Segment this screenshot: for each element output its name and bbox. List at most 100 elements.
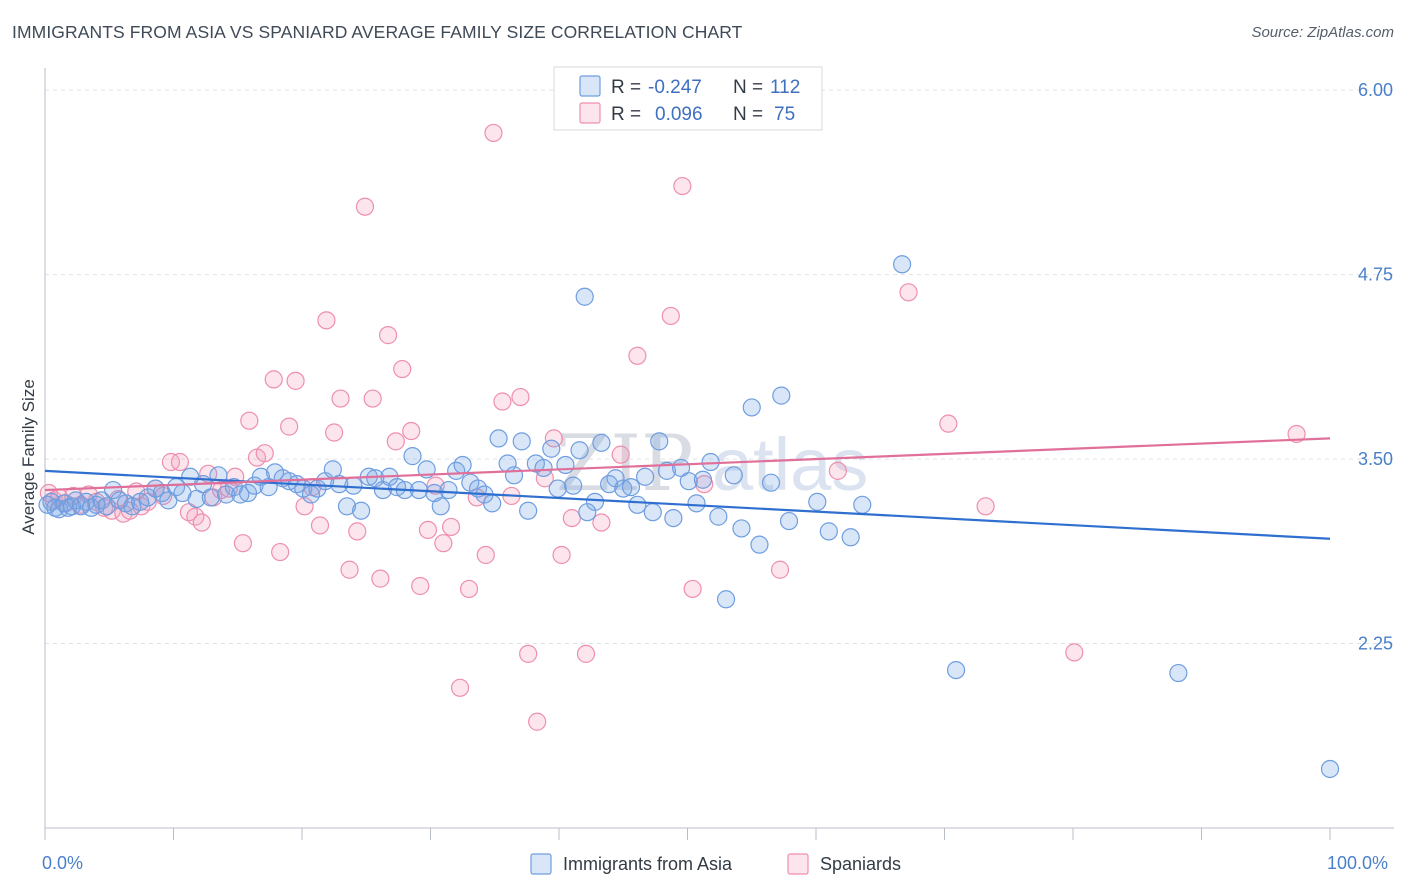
asia-point [693,470,713,489]
spaniards-point [511,387,530,407]
spaniards-point [363,389,382,408]
spaniards-point [418,520,438,540]
asia-point [330,475,349,494]
asia-point [504,466,524,485]
legend-r-value-asia: -0.247 [648,77,702,98]
asia-point [657,461,677,480]
asia-point [575,287,594,306]
spaniards-point [411,576,430,596]
spaniards-point [1287,424,1306,444]
spaniards-point [476,545,495,565]
spaniards-point [576,644,596,663]
asia-point [892,255,912,274]
spaniards-point [402,421,421,441]
asia-point [564,476,583,495]
asia-point [614,479,633,498]
asia-point [772,386,791,405]
trend-lines [44,437,1331,540]
asia-point [344,476,363,495]
spaniards-point [628,346,647,365]
spaniards-point [331,389,350,408]
legend-n-label-asia: N = [733,77,763,98]
x-tick-label-min: 0.0% [42,853,83,873]
legend-r-label-asia: R = [611,77,641,98]
spaniards-point [544,429,563,448]
asia-point [238,483,258,503]
asia-point [217,485,236,504]
asia-point [761,473,781,492]
asia-point [77,492,96,511]
stats-legend-box [553,66,823,131]
spaniards-point [192,513,211,532]
spaniards-point [441,517,461,537]
asia-point [592,433,611,452]
spaniards-point [528,712,547,731]
spaniards-point [611,445,630,464]
y-tick-label: 6.00 [1358,80,1393,100]
spaniards-point [286,371,305,390]
spaniards-point [484,123,503,143]
y-tick-label: 2.25 [1358,634,1393,654]
spaniards-point [899,283,918,302]
spaniards-point [233,534,252,553]
spaniards-point [348,522,367,541]
asia-point [352,501,371,520]
asia-point [519,501,538,520]
spaniards-point [310,516,330,535]
asia-point [679,472,698,491]
spaniards-point [271,542,290,562]
asia-point [664,508,683,528]
asia-point [431,497,450,516]
asia-point [716,590,736,609]
spaniards-point [393,359,412,379]
asia-point [337,497,357,516]
spaniards-point [295,497,314,516]
asia-point [687,494,706,513]
asia-point [92,491,111,510]
asia-point [82,498,101,517]
bottom-legend-label-asia: Immigrants from Asia [563,854,733,874]
asia-point [542,439,561,458]
legend-n-label-spaniards: N = [733,104,763,125]
asia-point [548,479,567,498]
bottom-legend-swatch-spaniards [787,853,809,875]
legend-r-label-spaniards: R = [611,104,641,125]
asia-point [779,511,799,531]
spaniards-point [562,508,581,528]
bottom-legend-label-spaniards: Spaniards [820,854,901,874]
asia-point [512,432,531,451]
spaniards-point [683,579,702,599]
spaniards-point [280,417,299,436]
legend-swatch-spaniards [579,102,601,124]
spaniards-point [828,461,847,480]
spaniards-point [1065,643,1084,662]
asia-point [483,494,502,513]
asia-point [643,503,662,522]
legend-n-value-spaniards: 75 [774,104,795,125]
spaniards-point [770,560,790,579]
stats-legend: R = -0.247 N = 112 R = 0.096 N = 75 [553,66,823,131]
asia-point [853,495,872,514]
legend-swatch-asia [579,75,601,97]
series-legend: Immigrants from Asia Spaniards [530,853,901,875]
asia-point [453,455,472,475]
spaniards-point [317,311,336,330]
spaniards-point [661,306,680,326]
spaniards-point [386,432,405,451]
spaniards-point [371,569,390,588]
asia-point [841,528,860,547]
spaniards-point [976,497,995,516]
asia-point [742,398,761,417]
spaniards-point [325,423,344,442]
legend-r-value-spaniards: 0.096 [655,104,703,125]
asia-point [1169,663,1188,683]
asia-point [534,458,553,478]
axes [44,68,1394,840]
y-tick-labels: 2.25 3.50 4.75 6.00 [1358,80,1393,653]
y-axis-title: Average Family Size [19,379,38,535]
asia-point [635,467,655,486]
chart-title: IMMIGRANTS FROM ASIA VS SPANIARD AVERAGE… [12,22,743,42]
asia-point [585,492,605,511]
asia-point [709,507,728,526]
